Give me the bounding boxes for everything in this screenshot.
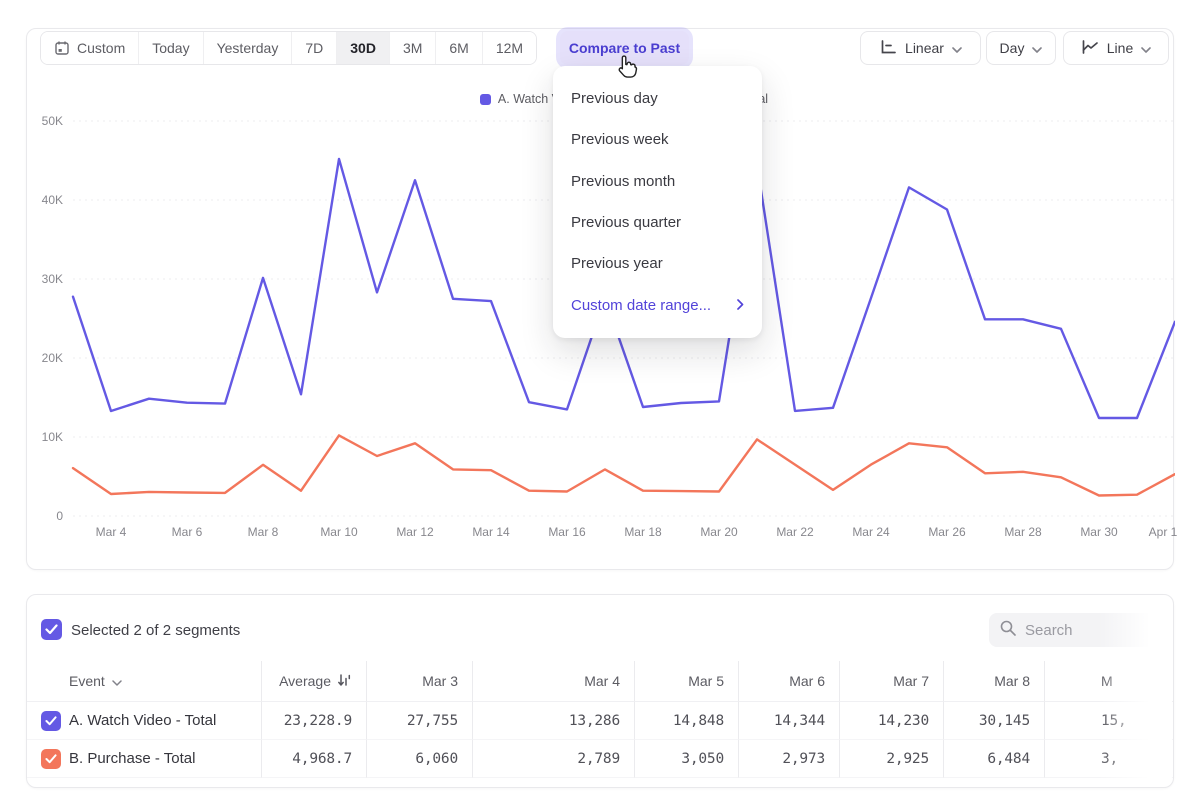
x-tick-label: Mar 6	[155, 525, 219, 539]
table-cell: 2,925	[839, 740, 943, 778]
table-cell: 14,230	[839, 702, 943, 740]
segments-table: Event Average Mar 3 Mar 4 Mar 5 Mar 6 Mar 7 Mar…	[27, 661, 1173, 778]
y-tick-label: 0	[27, 509, 63, 523]
column-header-label: M	[1101, 673, 1113, 689]
x-tick-label: Mar 26	[915, 525, 979, 539]
x-tick-label: Mar 12	[383, 525, 447, 539]
menu-item-previous-year[interactable]: Previous year	[553, 243, 762, 284]
menu-item-previous-week[interactable]: Previous week	[553, 119, 762, 160]
column-header-mar-6[interactable]: Mar 6	[738, 661, 839, 702]
table-cell: 14,848	[634, 702, 738, 740]
table-cell: 4,968.7	[261, 740, 366, 778]
x-tick-label: Mar 18	[611, 525, 675, 539]
column-header-label: Average	[279, 673, 331, 689]
column-header-mar-4[interactable]: Mar 4	[472, 661, 634, 702]
column-header-label: Mar 3	[422, 673, 458, 689]
y-tick-label: 20K	[27, 351, 63, 365]
table-cell: 3,050	[634, 740, 738, 778]
table-cell: 3,	[1044, 740, 1173, 778]
x-tick-label: Mar 30	[1067, 525, 1131, 539]
x-tick-label: Mar 16	[535, 525, 599, 539]
column-header-label: Mar 5	[688, 673, 724, 689]
y-tick-label: 50K	[27, 114, 63, 128]
select-all-checkbox[interactable]	[41, 619, 62, 640]
segments-card: Selected 2 of 2 segments Event Average Mar…	[26, 594, 1174, 788]
x-tick-label: Apr 1	[1131, 525, 1195, 539]
event-name: A. Watch Video - Total	[69, 712, 216, 729]
x-tick-label: Mar 22	[763, 525, 827, 539]
check-icon	[45, 624, 58, 635]
chevron-right-icon	[737, 297, 744, 314]
x-tick-label: Mar 28	[991, 525, 1055, 539]
x-tick-label: Mar 20	[687, 525, 751, 539]
column-header-label: Event	[69, 673, 105, 689]
column-header-mar-8[interactable]: Mar 8	[943, 661, 1044, 702]
menu-item-label: Custom date range...	[571, 297, 711, 314]
table-row-event-b-purchase-total[interactable]: B. Purchase - Total	[27, 740, 261, 778]
x-tick-label: Mar 14	[459, 525, 523, 539]
search-input[interactable]	[1025, 622, 1155, 639]
compare-dropdown-menu: Previous dayPrevious weekPrevious monthP…	[553, 66, 762, 338]
table-cell: 27,755	[366, 702, 472, 740]
table-cell: 15,	[1044, 702, 1173, 740]
row-checkbox[interactable]	[41, 711, 61, 731]
x-tick-label: Mar 10	[307, 525, 371, 539]
column-header-label: Mar 6	[789, 673, 825, 689]
event-name: B. Purchase - Total	[69, 750, 195, 767]
series-line-b-purchase-total[interactable]	[73, 435, 1175, 495]
column-header-label: Mar 4	[584, 673, 620, 689]
y-tick-label: 30K	[27, 272, 63, 286]
table-cell: 6,484	[943, 740, 1044, 778]
table-cell: 2,789	[472, 740, 634, 778]
menu-item-previous-quarter[interactable]: Previous quarter	[553, 202, 762, 243]
table-cell: 14,344	[738, 702, 839, 740]
row-checkbox[interactable]	[41, 749, 61, 769]
sort-descending-icon	[337, 673, 352, 690]
search-box[interactable]	[989, 613, 1171, 647]
column-header-mar-7[interactable]: Mar 7	[839, 661, 943, 702]
menu-item-custom-date-range[interactable]: Custom date range...	[553, 284, 762, 325]
chevron-down-icon	[112, 673, 122, 689]
menu-item-previous-day[interactable]: Previous day	[553, 78, 762, 119]
x-tick-label: Mar 8	[231, 525, 295, 539]
x-tick-label: Mar 4	[79, 525, 143, 539]
table-cell: 13,286	[472, 702, 634, 740]
table-cell: 2,973	[738, 740, 839, 778]
segments-summary: Selected 2 of 2 segments	[71, 622, 240, 639]
table-row-event-a-watch-video-total[interactable]: A. Watch Video - Total	[27, 702, 261, 740]
table-cell: 30,145	[943, 702, 1044, 740]
column-header-mar-3[interactable]: Mar 3	[366, 661, 472, 702]
column-header-event[interactable]: Event	[27, 661, 261, 702]
column-header-label: Mar 7	[893, 673, 929, 689]
table-cell: 6,060	[366, 740, 472, 778]
column-header-average[interactable]: Average	[261, 661, 366, 702]
menu-item-previous-month[interactable]: Previous month	[553, 161, 762, 202]
y-tick-label: 10K	[27, 430, 63, 444]
column-header-mar-5[interactable]: Mar 5	[634, 661, 738, 702]
column-header-m[interactable]: M	[1044, 661, 1173, 702]
x-tick-label: Mar 24	[839, 525, 903, 539]
search-icon	[999, 619, 1017, 642]
column-header-label: Mar 8	[994, 673, 1030, 689]
y-tick-label: 40K	[27, 193, 63, 207]
legend-swatch	[480, 94, 491, 105]
table-cell: 23,228.9	[261, 702, 366, 740]
